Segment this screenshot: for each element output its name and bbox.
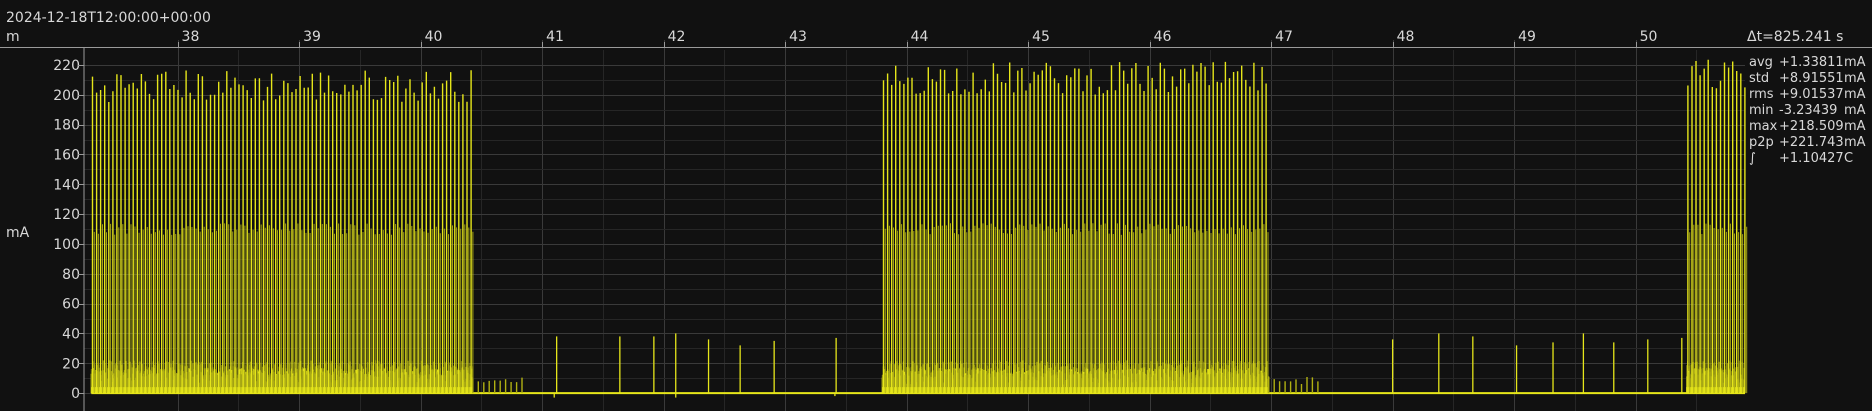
burst-mid-pulses — [93, 223, 474, 394]
y-tick-label-80: 80 — [62, 267, 80, 283]
stat-unit: mA — [1844, 87, 1866, 102]
stat-row-max: max +218.509 mA — [1749, 119, 1866, 134]
x-tick-label-42: 42 — [668, 29, 686, 45]
burst-peak-pulses — [1687, 59, 1746, 394]
stat-value: +1.10427 — [1779, 151, 1844, 166]
x-tick-label-48: 48 — [1397, 29, 1415, 45]
x-unit-label: m — [6, 29, 20, 45]
burst-mid-pulses — [884, 223, 1269, 394]
burst-mid-pulses — [1689, 223, 1748, 394]
y-tick-label-220: 220 — [53, 58, 80, 74]
stat-value: +221.743 — [1779, 135, 1844, 150]
x-tick-label-47: 47 — [1275, 29, 1293, 45]
y-tick-label-140: 140 — [53, 177, 80, 193]
stat-label: std — [1749, 71, 1769, 86]
delta-t-label: Δt=825.241 s — [1747, 29, 1843, 45]
stat-label: min — [1749, 103, 1774, 118]
y-tick-label-120: 120 — [53, 207, 80, 223]
y-tick-labels: 0 20 40 60 80 100 120 140 160 180 200 220 — [53, 58, 84, 402]
stat-row-∫: ∫ +1.10427 C — [1749, 151, 1853, 166]
x-tick-label-41: 41 — [546, 29, 564, 45]
stat-row-std: std +8.91551 mA — [1749, 71, 1866, 86]
y-tick-label-0: 0 — [71, 386, 80, 402]
signal-trace — [90, 59, 1748, 398]
x-tick-label-45: 45 — [1032, 29, 1050, 45]
burst-peak-pulses — [882, 61, 1267, 394]
x-tick-label-39: 39 — [303, 29, 321, 45]
y-tick-label-100: 100 — [53, 237, 80, 253]
stat-unit: mA — [1844, 103, 1866, 118]
stat-value: +218.509 — [1779, 119, 1844, 134]
y-tick-label-40: 40 — [62, 326, 80, 342]
stat-unit: mA — [1844, 135, 1866, 150]
x-tick-label-50: 50 — [1640, 29, 1658, 45]
x-tick-label-40: 40 — [425, 29, 443, 45]
stat-value: +8.91551 — [1779, 71, 1844, 86]
stat-label: ∫ — [1749, 151, 1756, 166]
stat-unit: mA — [1844, 71, 1866, 86]
y-tick-label-180: 180 — [53, 118, 80, 134]
burst-peak-pulses — [91, 70, 472, 394]
x-tick-label-49: 49 — [1518, 29, 1536, 45]
y-tick-label-60: 60 — [62, 297, 80, 313]
stat-row-p2p: p2p +221.743 mA — [1749, 135, 1866, 150]
timestamp-label: 2024-12-18T12:00:00+00:00 — [6, 10, 211, 26]
stat-row-min: min -3.23439 mA — [1749, 103, 1866, 118]
stat-unit: mA — [1844, 119, 1866, 134]
stat-label: max — [1749, 119, 1778, 134]
stat-label: avg — [1749, 55, 1773, 70]
x-tick-label-46: 46 — [1154, 29, 1172, 45]
y-unit-label: mA — [6, 225, 30, 241]
active-burst-0 — [90, 70, 474, 394]
y-tick-label-200: 200 — [53, 88, 80, 104]
stat-row-avg: avg +1.33811 mA — [1749, 55, 1866, 70]
stat-unit: mA — [1844, 55, 1866, 70]
stat-label: p2p — [1749, 135, 1774, 150]
x-tick-labels: 38 39 40 41 42 43 44 45 46 47 48 49 50 — [178, 29, 1658, 48]
tail-ripple-1 — [1268, 377, 1319, 394]
stat-unit: C — [1844, 151, 1853, 166]
stat-value: +9.01537 — [1779, 87, 1844, 102]
x-tick-label-43: 43 — [789, 29, 807, 45]
stat-row-rms: rms +9.01537 mA — [1749, 87, 1866, 102]
x-tick-label-38: 38 — [182, 29, 200, 45]
y-tick-label-160: 160 — [53, 147, 80, 163]
x-tick-label-44: 44 — [911, 29, 929, 45]
tail-ripple-0 — [472, 377, 523, 394]
active-burst-2 — [1686, 59, 1748, 394]
y-tick-label-20: 20 — [62, 356, 80, 372]
active-burst-1 — [881, 61, 1270, 394]
stat-value: +1.33811 — [1779, 55, 1844, 70]
stat-label: rms — [1749, 87, 1774, 102]
stat-value: -3.23439 — [1779, 103, 1837, 118]
